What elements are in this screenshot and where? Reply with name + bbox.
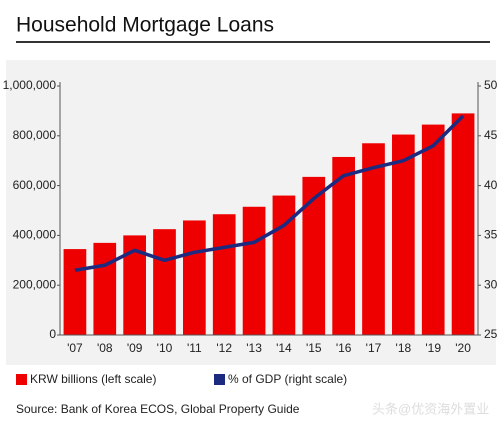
bar — [392, 134, 415, 335]
bar — [93, 242, 117, 335]
chart-title: Household Mortgage Loans — [16, 14, 274, 37]
bar — [63, 249, 87, 335]
bar — [212, 214, 236, 335]
y-tick-label: 800,000 — [13, 128, 57, 142]
bar — [421, 124, 445, 335]
line — [74, 114, 465, 272]
source: Source: Bank of Korea ECOS, Global Prope… — [16, 402, 300, 416]
x-tick-label: '15 — [306, 341, 322, 355]
legend-swatch — [16, 374, 27, 385]
x-tick-label: '16 — [336, 341, 352, 355]
y2-tick-label: 45 — [484, 128, 498, 142]
x-tick-label: '11 — [187, 341, 202, 355]
legend-swatch — [214, 374, 225, 385]
y-tick-label: 200,000 — [13, 277, 57, 291]
x-tick-label: '07 — [67, 341, 83, 355]
x-tick-label: '09 — [127, 341, 143, 355]
x-tick-label: '20 — [455, 341, 471, 355]
bar — [242, 206, 266, 335]
x-tick-label: '13 — [246, 341, 262, 355]
bar — [451, 113, 475, 335]
y2-tick-label: 35 — [484, 228, 498, 242]
bar — [153, 229, 176, 335]
y2-tick-label: 50 — [484, 78, 498, 92]
x-tick-label: '10 — [157, 341, 173, 355]
bar — [123, 235, 146, 335]
legend-label: KRW billions (left scale) — [30, 372, 156, 386]
bar — [332, 156, 355, 335]
y2-tick-label: 25 — [484, 327, 498, 341]
y-tick-label: 0 — [49, 327, 56, 341]
bar — [362, 143, 385, 335]
legend-label: % of GDP (right scale) — [228, 372, 347, 386]
watermark: 头条@优资海外置业 — [372, 401, 489, 416]
x-tick-label: '12 — [216, 341, 232, 355]
x-tick-label: '08 — [97, 341, 113, 355]
x-tick-label: '18 — [396, 341, 412, 355]
bar — [302, 176, 326, 335]
x-tick-label: '14 — [276, 341, 292, 355]
y2-tick-label: 30 — [484, 277, 498, 291]
y2-tick-label: 40 — [484, 178, 498, 192]
y-tick-label: 400,000 — [13, 228, 57, 242]
y-tick-label: 600,000 — [13, 178, 57, 192]
x-tick-label: '19 — [425, 341, 441, 355]
bar — [183, 220, 206, 335]
y-tick-label: 1,000,000 — [3, 78, 57, 92]
x-tick-label: '17 — [366, 341, 382, 355]
